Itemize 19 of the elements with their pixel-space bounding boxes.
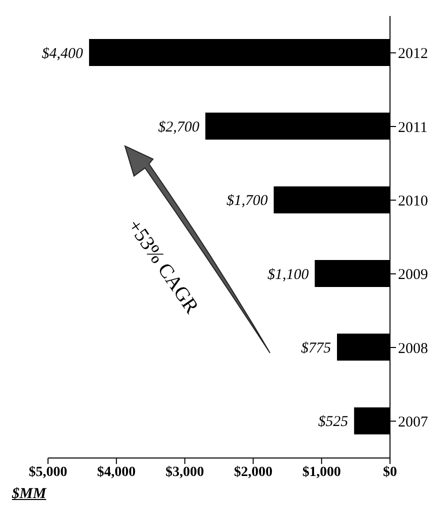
y-tick-label: 2009 bbox=[398, 267, 428, 284]
y-tick-label: 2007 bbox=[398, 414, 428, 430]
data-label: $525 bbox=[318, 414, 349, 430]
data-label: $1,100 bbox=[268, 266, 310, 283]
data-label: $1,700 bbox=[226, 193, 268, 210]
x-tick-label: $3,000 bbox=[166, 464, 204, 480]
data-label: $2,700 bbox=[158, 119, 200, 136]
x-tick-label: $1,000 bbox=[302, 464, 341, 480]
x-axis-title: $MM bbox=[12, 486, 46, 503]
x-tick-label: $2,000 bbox=[234, 464, 272, 480]
y-tick-label: 2012 bbox=[398, 46, 428, 62]
x-tick-label: $4,000 bbox=[97, 464, 136, 480]
x-tick-label: $5,000 bbox=[28, 464, 68, 480]
y-tick-label: 2011 bbox=[398, 120, 428, 136]
data-label: $4,400 bbox=[42, 46, 84, 62]
y-tick-label: 2010 bbox=[398, 193, 428, 210]
y-tick-label: 2008 bbox=[398, 340, 428, 357]
data-label: $775 bbox=[300, 340, 332, 356]
x-tick-label: $0 bbox=[383, 464, 397, 480]
